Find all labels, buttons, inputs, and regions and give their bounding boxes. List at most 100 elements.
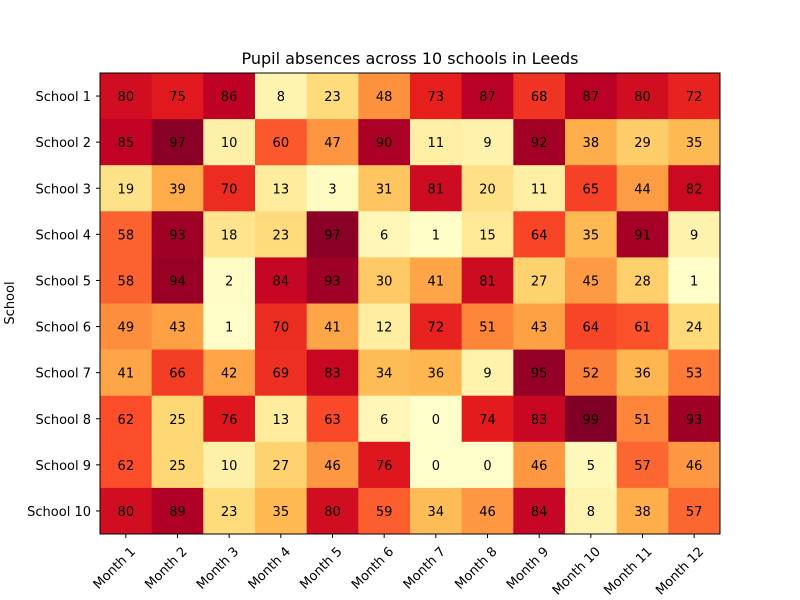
heatmap-cell (358, 165, 411, 212)
cell-value-label: 65 (583, 182, 600, 197)
cell-value-label: 3 (328, 182, 336, 197)
y-tick-label: School 5 (35, 274, 91, 289)
x-tick-label: Month 11 (602, 544, 656, 598)
heatmap-cell (565, 165, 618, 212)
y-tick-label: School 10 (27, 505, 91, 520)
cell-value-label: 2 (225, 274, 233, 289)
heatmap-cell (358, 119, 411, 166)
heatmap-cell (255, 211, 308, 258)
cell-value-label: 23 (324, 90, 341, 105)
heatmap-cell (668, 303, 721, 351)
cell-value-label: 84 (531, 505, 548, 520)
cell-value-label: 75 (169, 90, 186, 105)
y-tick-label: School 4 (35, 228, 91, 243)
heatmap-cell (203, 211, 256, 258)
cell-value-label: 8 (587, 505, 595, 520)
cell-value-label: 47 (324, 136, 341, 151)
cell-value-label: 45 (583, 274, 600, 289)
heatmap-cell (513, 73, 566, 120)
cell-value-label: 1 (432, 228, 440, 243)
cell-value-label: 23 (273, 228, 290, 243)
cell-value-label: 70 (273, 321, 290, 336)
heatmap-cell (668, 165, 721, 212)
cell-value-label: 35 (273, 505, 290, 520)
cell-value-label: 24 (686, 321, 703, 336)
cell-value-label: 84 (273, 274, 290, 289)
cell-value-label: 99 (583, 413, 600, 428)
heatmap-cell (461, 487, 514, 535)
cell-value-label: 81 (428, 182, 445, 197)
chart-title: Pupil absences across 10 schools in Leed… (241, 49, 578, 68)
cell-value-label: 97 (169, 136, 186, 151)
heatmap-cell (565, 349, 618, 397)
heatmap-cell (203, 487, 256, 535)
cell-value-label: 9 (690, 228, 698, 243)
heatmap-cell (565, 73, 618, 120)
heatmap-cell (358, 349, 411, 397)
heatmap-cell (255, 395, 308, 443)
cell-value-label: 58 (118, 228, 135, 243)
heatmap-cell (306, 165, 359, 212)
heatmap-cell (358, 395, 411, 443)
heatmap-cell (513, 395, 566, 443)
heatmap-cell (151, 441, 204, 489)
cell-value-label: 27 (531, 274, 548, 289)
cell-value-label: 87 (583, 90, 600, 105)
heatmap-cell (668, 395, 721, 443)
cell-value-label: 72 (686, 90, 703, 105)
cell-value-label: 95 (531, 367, 548, 382)
cell-value-label: 39 (169, 182, 186, 197)
heatmap-cell (306, 487, 359, 535)
cell-value-label: 51 (479, 321, 496, 336)
heatmap-cell (565, 303, 618, 351)
heatmap-cell (255, 303, 308, 351)
cell-value-label: 44 (634, 182, 651, 197)
heatmap-cell (616, 73, 669, 120)
cell-value-label: 64 (531, 228, 548, 243)
heatmap-cell (100, 349, 153, 397)
heatmap-cell (358, 487, 411, 535)
cell-value-label: 43 (531, 321, 548, 336)
heatmap-cell (255, 349, 308, 397)
cell-value-label: 93 (169, 228, 186, 243)
heatmap-cell (410, 211, 463, 258)
cell-value-label: 49 (118, 321, 135, 336)
heatmap-cell (203, 395, 256, 443)
plot-frame (99, 72, 721, 535)
heatmap-cell (461, 395, 514, 443)
cell-value-label: 80 (634, 90, 651, 105)
heatmap-cell (151, 303, 204, 351)
cell-value-label: 30 (376, 274, 393, 289)
cell-value-label: 35 (583, 228, 600, 243)
y-tick-label: School 3 (35, 182, 91, 197)
cell-value-label: 25 (169, 459, 186, 474)
y-tick-label: School 2 (35, 136, 91, 151)
heatmap-cells (100, 73, 721, 535)
x-axis-ticks: Month 1 Month 2 Month 3 Month 4 Month 5 Month… (91, 534, 707, 598)
heatmap-cell (616, 119, 669, 166)
cell-value-label: 60 (273, 136, 290, 151)
cell-value-label: 70 (221, 182, 238, 197)
cell-value-label: 23 (221, 505, 238, 520)
cell-value-label: 92 (531, 136, 548, 151)
heatmap-cell (203, 349, 256, 397)
cell-value-label: 57 (634, 459, 651, 474)
heatmap-cell (565, 395, 618, 443)
heatmap-cell (358, 303, 411, 351)
cell-value-label: 38 (634, 505, 651, 520)
heatmap-cell (358, 441, 411, 489)
cell-value-label: 63 (324, 413, 341, 428)
heatmap-cell (306, 395, 359, 443)
cell-value-label: 46 (324, 459, 341, 474)
heatmap-cell (565, 487, 618, 535)
heatmap-cell (151, 487, 204, 535)
heatmap-cell (100, 487, 153, 535)
heatmap-cell (616, 257, 669, 304)
cell-value-label: 27 (273, 459, 290, 474)
heatmap-cell (151, 349, 204, 397)
x-tick-label: Month 2 (142, 544, 190, 592)
cell-value-label: 59 (376, 505, 393, 520)
cell-value-label: 62 (118, 459, 135, 474)
heatmap-cell (410, 257, 463, 304)
